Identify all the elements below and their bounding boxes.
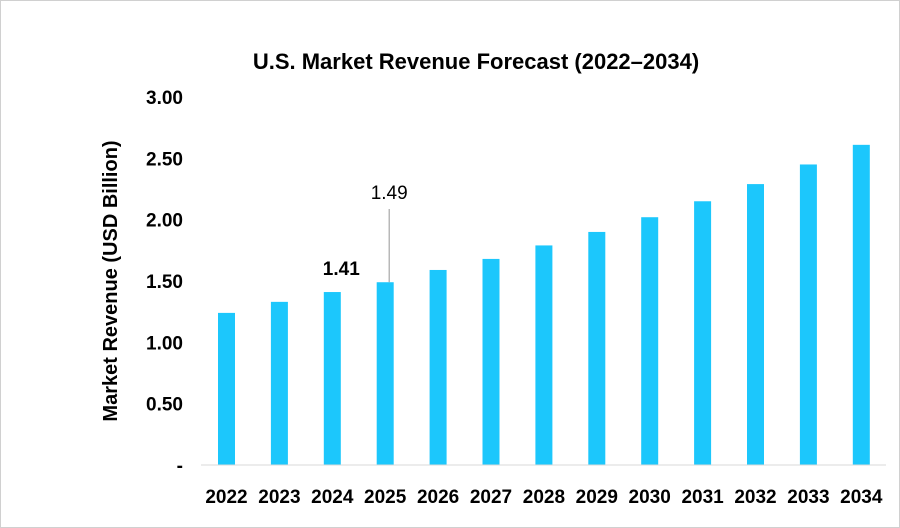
bar-2033 — [799, 164, 817, 465]
x-tick-label: 2031 — [681, 487, 724, 508]
x-tick-label: 2034 — [840, 487, 883, 508]
bar-2024 — [323, 292, 341, 465]
data-label: 1.49 — [371, 183, 408, 204]
x-tick-label: 2029 — [576, 487, 618, 508]
x-tick-label: 2030 — [629, 487, 671, 508]
bar-2034 — [852, 144, 870, 465]
x-tick-label: 2027 — [470, 487, 512, 508]
y-tick-label: 3.00 — [146, 88, 183, 109]
bar-2032 — [747, 184, 764, 466]
x-tick-label: 2033 — [787, 487, 829, 508]
bar-2028 — [535, 245, 553, 465]
bar-2023 — [270, 301, 288, 465]
x-tick-label: 2022 — [205, 487, 247, 508]
x-tick-label: 2026 — [417, 487, 459, 508]
x-tick-label: 2028 — [523, 487, 565, 508]
chart-title: U.S. Market Revenue Forecast (2022–2034) — [253, 49, 699, 74]
x-tick-label: 2023 — [258, 487, 300, 508]
y-tick-label: 2.50 — [146, 149, 183, 170]
x-tick-label: 2024 — [311, 487, 354, 508]
bar-2022 — [218, 312, 235, 465]
y-axis-label: Market Revenue (USD Billion) — [100, 140, 122, 421]
y-tick-label: 1.00 — [146, 333, 183, 354]
y-tick-label: 0.50 — [146, 395, 183, 416]
x-tick-label: 2025 — [364, 487, 407, 508]
y-tick-label: 1.50 — [146, 272, 183, 293]
bar-2027 — [482, 258, 500, 465]
y-tick-label: - — [177, 456, 183, 477]
bar-2031 — [694, 201, 712, 465]
bar-2029 — [588, 231, 606, 465]
bar-2030 — [641, 217, 659, 465]
x-tick-label: 2032 — [734, 487, 776, 508]
bar-2025 — [376, 282, 394, 465]
bar-2026 — [429, 269, 447, 465]
y-tick-label: 2.00 — [146, 211, 183, 232]
data-label: 1.41 — [323, 259, 360, 280]
